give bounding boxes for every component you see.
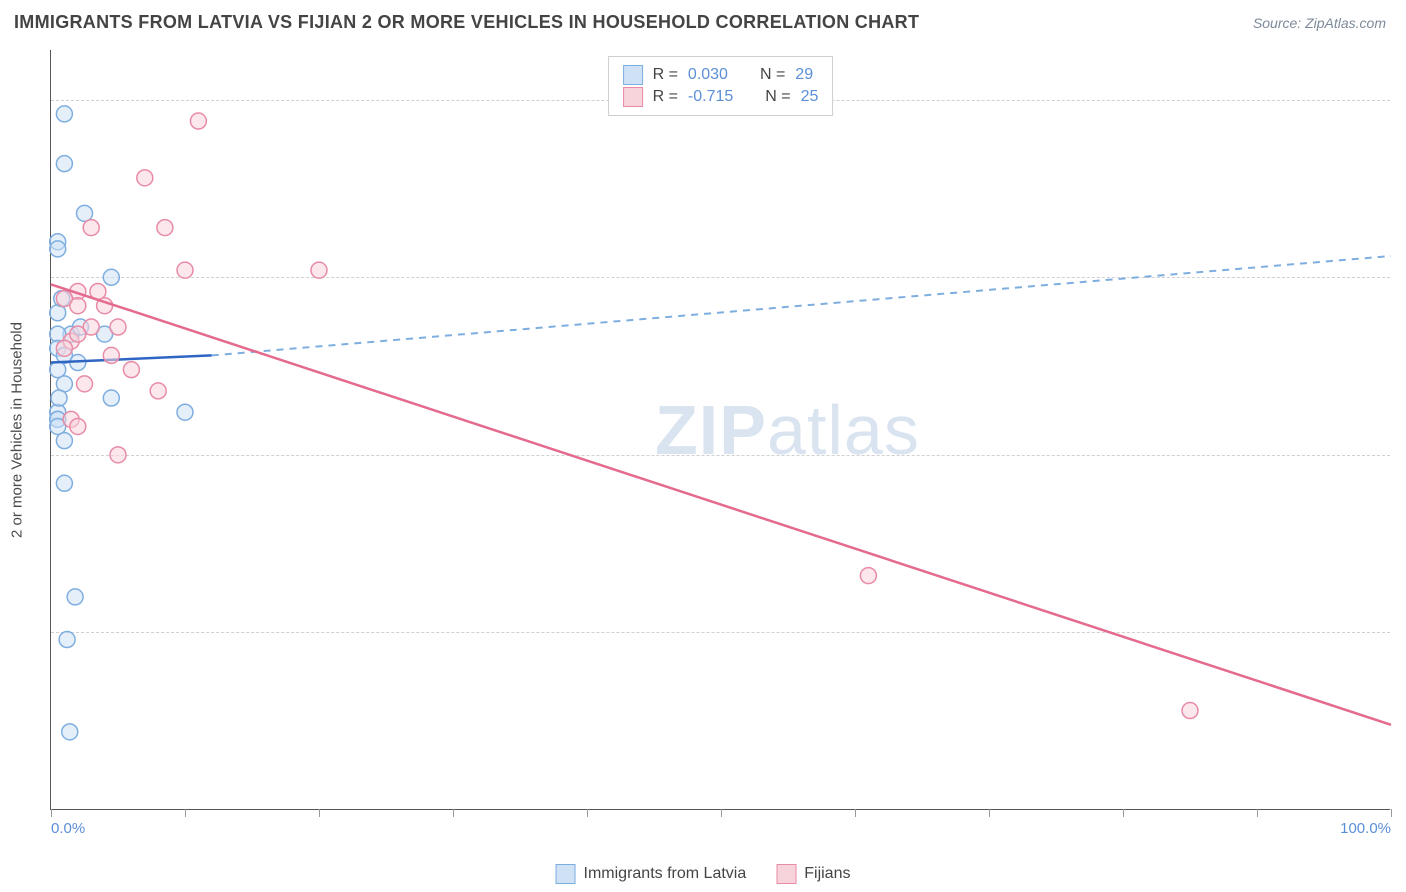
scatter-point [311, 262, 327, 278]
scatter-point [177, 262, 193, 278]
trend-line [51, 284, 1391, 724]
legend-swatch-fijians [623, 87, 643, 107]
legend-swatch-latvia [623, 65, 643, 85]
scatter-point [110, 447, 126, 463]
x-tick [1391, 809, 1392, 817]
scatter-point [103, 347, 119, 363]
x-tick-label: 0.0% [51, 820, 85, 837]
scatter-point [177, 404, 193, 420]
x-tick [319, 809, 320, 817]
x-tick [453, 809, 454, 817]
legend-swatch-fijians [776, 864, 796, 884]
scatter-point [860, 568, 876, 584]
legend-n-label: N = [765, 88, 790, 106]
scatter-point [110, 319, 126, 335]
scatter-point [56, 475, 72, 491]
y-axis-label: 2 or more Vehicles in Household [9, 322, 26, 538]
legend-item-fijians: Fijians [776, 864, 850, 884]
scatter-point [103, 390, 119, 406]
legend-label: Fijians [804, 865, 850, 883]
legend-swatch-latvia [556, 864, 576, 884]
legend-r-label: R = [653, 88, 678, 106]
legend-series: Immigrants from Latvia Fijians [556, 864, 851, 884]
x-tick [989, 809, 990, 817]
legend-stats-row: R = -0.715 N = 25 [623, 87, 819, 107]
scatter-point [59, 632, 75, 648]
x-tick [855, 809, 856, 817]
legend-r-label: R = [653, 66, 678, 84]
scatter-point [56, 106, 72, 122]
scatter-point [77, 376, 93, 392]
scatter-svg [51, 50, 1390, 809]
legend-item-latvia: Immigrants from Latvia [556, 864, 747, 884]
scatter-point [190, 113, 206, 129]
scatter-point [157, 220, 173, 236]
scatter-point [56, 433, 72, 449]
x-tick [1123, 809, 1124, 817]
scatter-point [70, 418, 86, 434]
y-tick-label: 75.0% [1400, 269, 1406, 286]
scatter-point [56, 340, 72, 356]
scatter-point [137, 170, 153, 186]
scatter-point [103, 269, 119, 285]
x-tick [721, 809, 722, 817]
legend-stats: R = 0.030 N = 29 R = -0.715 N = 25 [608, 56, 834, 116]
legend-r-value: -0.715 [688, 88, 733, 106]
scatter-point [1182, 703, 1198, 719]
chart-title: IMMIGRANTS FROM LATVIA VS FIJIAN 2 OR MO… [14, 12, 919, 33]
x-tick-label: 100.0% [1340, 820, 1391, 837]
scatter-point [50, 241, 66, 257]
scatter-point [123, 362, 139, 378]
chart-source: Source: ZipAtlas.com [1253, 15, 1386, 31]
y-tick-label: 100.0% [1400, 91, 1406, 108]
legend-r-value: 0.030 [688, 66, 728, 84]
x-tick [185, 809, 186, 817]
legend-n-label: N = [760, 66, 785, 84]
legend-n-value: 29 [795, 66, 813, 84]
scatter-point [150, 383, 166, 399]
y-tick-label: 25.0% [1400, 624, 1406, 641]
legend-label: Immigrants from Latvia [584, 865, 747, 883]
legend-stats-row: R = 0.030 N = 29 [623, 65, 819, 85]
legend-n-value: 25 [801, 88, 819, 106]
x-tick [1257, 809, 1258, 817]
scatter-point [51, 390, 67, 406]
scatter-point [70, 326, 86, 342]
x-tick [51, 809, 52, 817]
chart-plot-area: 2 or more Vehicles in Household ZIPatlas… [50, 50, 1390, 810]
trend-line [212, 256, 1391, 355]
scatter-point [56, 156, 72, 172]
scatter-point [67, 589, 83, 605]
scatter-point [62, 724, 78, 740]
x-tick [587, 809, 588, 817]
chart-header: IMMIGRANTS FROM LATVIA VS FIJIAN 2 OR MO… [0, 0, 1406, 37]
scatter-point [83, 220, 99, 236]
y-tick-label: 50.0% [1400, 446, 1406, 463]
scatter-point [70, 298, 86, 314]
